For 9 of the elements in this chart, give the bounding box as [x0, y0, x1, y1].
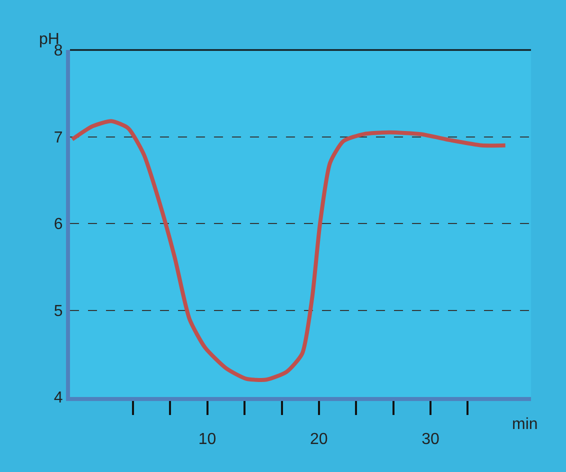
x-tick-label: 20 — [310, 431, 328, 448]
y-tick-label: 5 — [54, 302, 63, 320]
x-tick-label: 30 — [422, 431, 440, 448]
y-tick-label: 4 — [54, 390, 63, 407]
y-tick-label: 7 — [54, 129, 63, 146]
x-tick-label: 10 — [198, 431, 216, 448]
y-tick-label: 6 — [54, 216, 63, 234]
x-axis-title: min — [512, 416, 538, 433]
line-series — [70, 119, 508, 382]
